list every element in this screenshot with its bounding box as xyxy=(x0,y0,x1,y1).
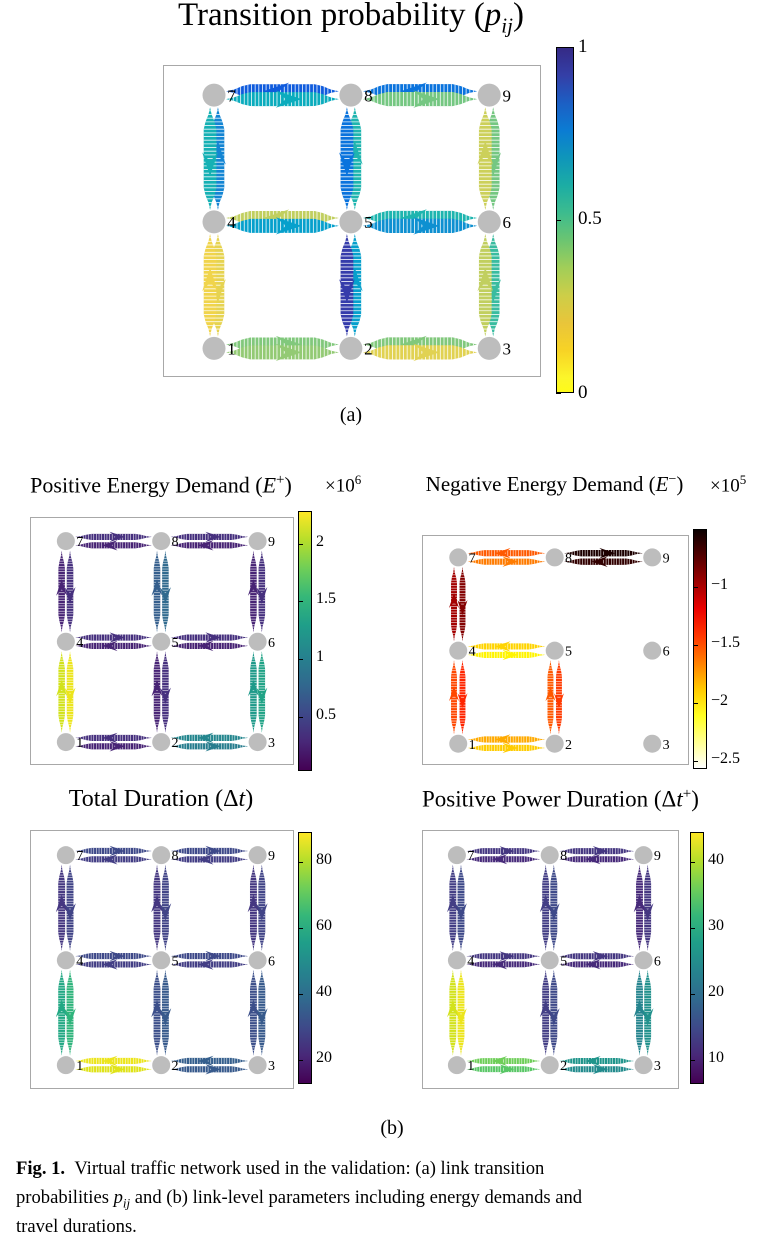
svg-text:9: 9 xyxy=(654,849,661,864)
svg-text:6: 6 xyxy=(268,954,275,969)
svg-text:2: 2 xyxy=(565,738,572,753)
svg-text:5: 5 xyxy=(565,645,572,660)
svg-text:3: 3 xyxy=(663,738,670,753)
svg-text:1: 1 xyxy=(76,1059,83,1074)
svg-text:2: 2 xyxy=(172,1059,179,1074)
svg-text:6: 6 xyxy=(654,954,661,969)
svg-text:5: 5 xyxy=(560,954,567,969)
svg-text:5: 5 xyxy=(172,636,179,651)
svg-text:8: 8 xyxy=(172,849,179,864)
svg-text:3: 3 xyxy=(654,1059,661,1074)
svg-text:5: 5 xyxy=(172,954,179,969)
svg-text:7: 7 xyxy=(227,86,236,105)
svg-text:3: 3 xyxy=(268,736,275,751)
svg-text:2: 2 xyxy=(560,1059,567,1074)
svg-text:2: 2 xyxy=(172,736,179,751)
svg-text:7: 7 xyxy=(76,849,83,864)
svg-text:3: 3 xyxy=(268,1059,275,1074)
svg-text:4: 4 xyxy=(76,954,83,969)
svg-text:9: 9 xyxy=(663,551,670,566)
svg-text:4: 4 xyxy=(227,213,236,232)
svg-text:1: 1 xyxy=(227,340,236,359)
svg-text:1: 1 xyxy=(467,1059,474,1074)
svg-text:7: 7 xyxy=(76,535,83,550)
svg-text:6: 6 xyxy=(663,645,670,660)
svg-text:9: 9 xyxy=(268,535,275,550)
svg-text:3: 3 xyxy=(502,340,511,359)
svg-text:1: 1 xyxy=(469,738,476,753)
svg-text:8: 8 xyxy=(565,551,572,566)
svg-text:4: 4 xyxy=(469,645,476,660)
svg-text:6: 6 xyxy=(268,636,275,651)
svg-text:7: 7 xyxy=(467,849,474,864)
svg-text:1: 1 xyxy=(76,736,83,751)
svg-text:8: 8 xyxy=(560,849,567,864)
svg-text:6: 6 xyxy=(502,213,511,232)
svg-text:2: 2 xyxy=(364,340,373,359)
svg-text:9: 9 xyxy=(268,849,275,864)
svg-text:9: 9 xyxy=(502,86,511,105)
svg-text:7: 7 xyxy=(469,551,476,566)
svg-text:5: 5 xyxy=(364,213,373,232)
svg-text:4: 4 xyxy=(76,636,83,651)
svg-text:4: 4 xyxy=(467,954,474,969)
svg-text:8: 8 xyxy=(364,86,373,105)
svg-text:8: 8 xyxy=(172,535,179,550)
